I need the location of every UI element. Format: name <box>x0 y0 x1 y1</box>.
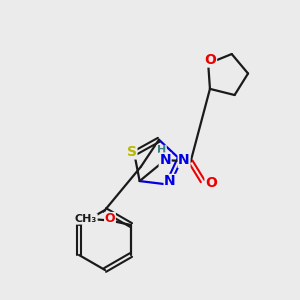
Text: N: N <box>178 153 190 167</box>
Text: CH₃: CH₃ <box>75 214 97 224</box>
Text: H: H <box>157 146 166 155</box>
Text: N: N <box>164 175 176 188</box>
Text: N: N <box>159 153 171 167</box>
Text: O: O <box>205 53 217 67</box>
Text: O: O <box>105 212 115 226</box>
Text: S: S <box>127 145 137 159</box>
Text: O: O <box>205 176 217 190</box>
